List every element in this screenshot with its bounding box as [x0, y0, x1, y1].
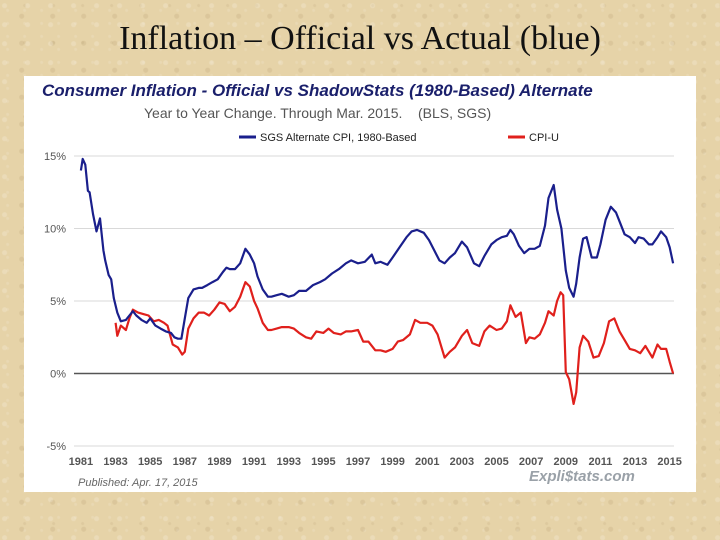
- inflation-chart: Consumer Inflation - Official vs ShadowS…: [42, 81, 682, 489]
- series-layer: [79, 157, 675, 405]
- x-tick-label: 1981: [69, 456, 93, 468]
- y-gridlines: [74, 155, 674, 447]
- series-line-cpi-u: [114, 281, 675, 405]
- x-tick-label: 2013: [623, 456, 647, 468]
- x-tick-label: 2003: [450, 456, 474, 468]
- x-tick-label: 2011: [588, 456, 612, 468]
- x-tick-label: 2009: [554, 456, 578, 468]
- x-tick-label: 2001: [415, 456, 439, 468]
- legend-label-cpi: CPI-U: [529, 132, 559, 144]
- published-date: Published: Apr. 17, 2015: [78, 477, 199, 489]
- brand-watermark: Expli$tats.com: [529, 468, 635, 485]
- chart-title: Consumer Inflation - Official vs ShadowS…: [42, 81, 593, 100]
- x-tick-label: 1987: [173, 456, 197, 468]
- x-tick-label: 1991: [242, 456, 266, 468]
- y-tick-label: 5%: [50, 296, 66, 308]
- x-tick-label: 2007: [519, 456, 543, 468]
- y-tick-label: 0%: [50, 369, 66, 381]
- x-tick-label: 1985: [138, 456, 162, 468]
- x-tick-label: 1995: [311, 456, 335, 468]
- y-tick-label: -5%: [46, 441, 66, 453]
- chart-subtitle: Year to Year Change. Through Mar. 2015. …: [144, 105, 491, 121]
- x-tick-label: 1989: [207, 456, 231, 468]
- x-axis-ticks: 1981 1983 1985 1987 1989 1991 1993 1995 1997 1999…: [69, 456, 682, 468]
- x-tick-label: 1999: [380, 456, 404, 468]
- x-tick-label: 2005: [484, 456, 508, 468]
- legend-label-sgs: SGS Alternate CPI, 1980-Based: [260, 132, 417, 144]
- x-tick-label: 1993: [276, 456, 300, 468]
- y-axis-ticks: 15% 10% 5% 0% -5%: [44, 151, 66, 453]
- x-tick-label: 2015: [657, 456, 681, 468]
- x-tick-label: 1983: [103, 456, 127, 468]
- y-tick-label: 10%: [44, 224, 66, 236]
- x-tick-label: 1997: [346, 456, 370, 468]
- chart-card: Consumer Inflation - Official vs ShadowS…: [24, 76, 696, 492]
- slide-title: Inflation – Official vs Actual (blue): [119, 20, 601, 57]
- series-line-sgs-alternate-cpi: [79, 157, 675, 340]
- y-tick-label: 15%: [44, 151, 66, 163]
